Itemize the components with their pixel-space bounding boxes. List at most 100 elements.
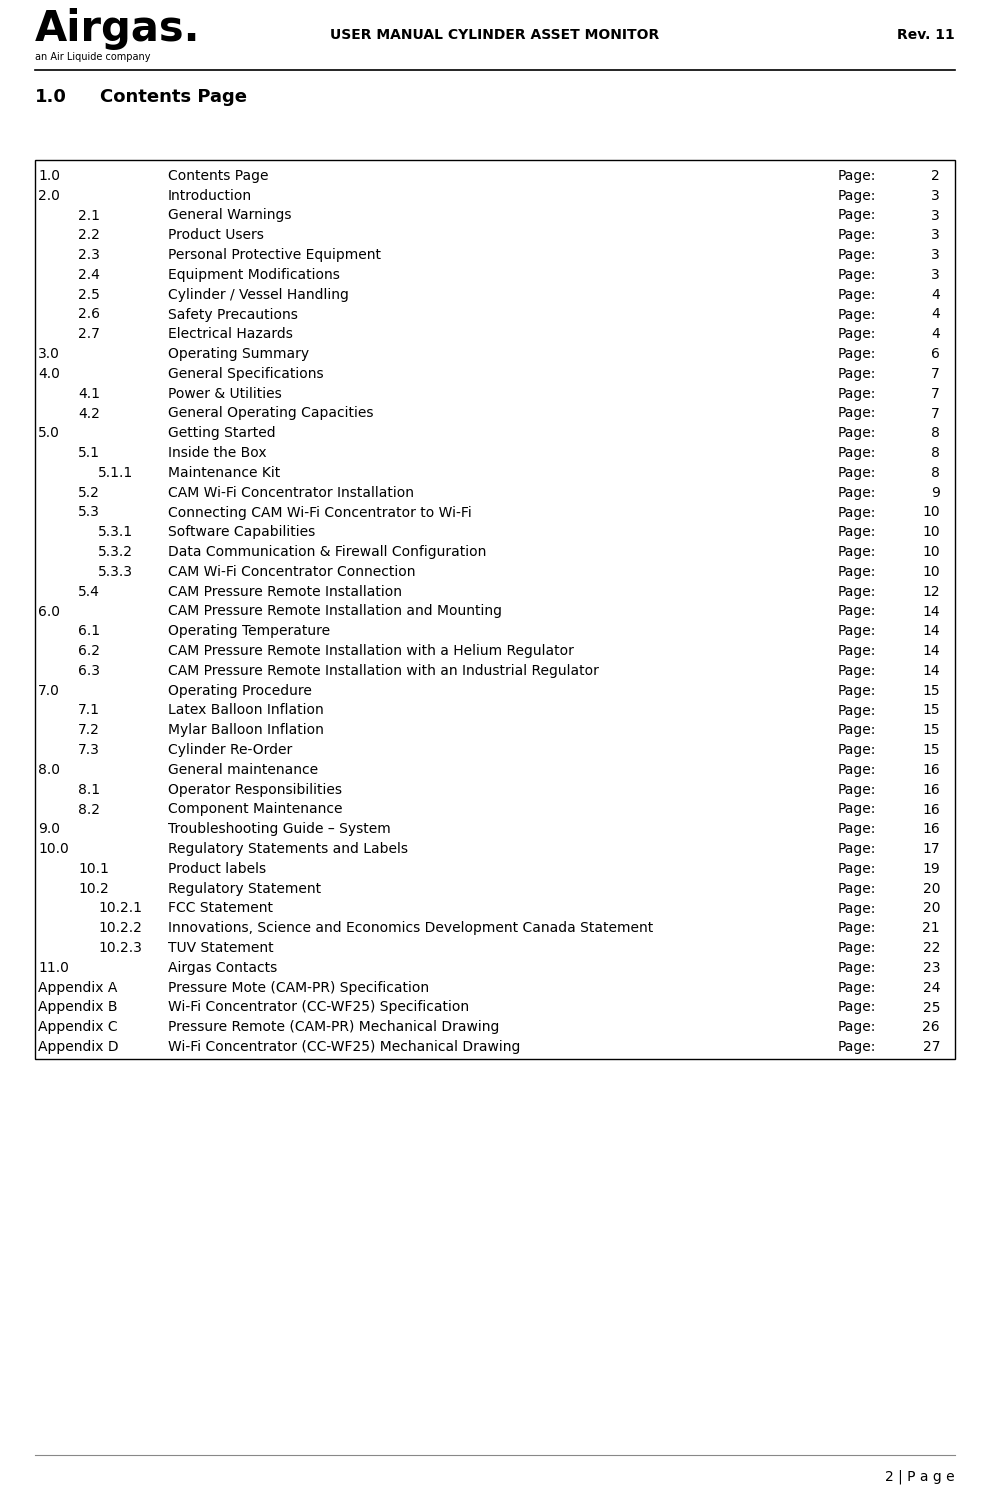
Text: Page:: Page: xyxy=(838,683,877,698)
Text: 7.0: 7.0 xyxy=(38,683,60,698)
Text: 2.3: 2.3 xyxy=(78,248,99,263)
Text: 10.0: 10.0 xyxy=(38,843,69,856)
Text: 14: 14 xyxy=(922,664,940,677)
Text: Contents Page: Contents Page xyxy=(168,168,269,183)
Text: Page:: Page: xyxy=(838,427,877,440)
Text: Page:: Page: xyxy=(838,901,877,916)
Text: Cylinder / Vessel Handling: Cylinder / Vessel Handling xyxy=(168,288,349,302)
Text: 8.0: 8.0 xyxy=(38,763,60,777)
Text: Operating Procedure: Operating Procedure xyxy=(168,683,312,698)
Text: 2.5: 2.5 xyxy=(78,288,99,302)
Text: Operating Summary: Operating Summary xyxy=(168,347,309,360)
Text: 8: 8 xyxy=(931,466,940,481)
Text: 5.2: 5.2 xyxy=(78,485,99,500)
Text: 6.0: 6.0 xyxy=(38,604,60,619)
Text: 27: 27 xyxy=(923,1039,940,1054)
Text: Page:: Page: xyxy=(838,545,877,559)
Text: 9: 9 xyxy=(931,485,940,500)
Text: Component Maintenance: Component Maintenance xyxy=(168,802,343,817)
Text: 19: 19 xyxy=(922,862,940,876)
Text: Page:: Page: xyxy=(838,942,877,955)
Text: Page:: Page: xyxy=(838,248,877,263)
Text: Page:: Page: xyxy=(838,209,877,222)
Text: Inside the Box: Inside the Box xyxy=(168,446,267,460)
Text: Getting Started: Getting Started xyxy=(168,427,276,440)
Bar xyxy=(35,161,955,1059)
Text: 7.2: 7.2 xyxy=(78,724,99,737)
Text: Page:: Page: xyxy=(838,882,877,895)
Text: 10: 10 xyxy=(922,545,940,559)
Text: 4: 4 xyxy=(931,288,940,302)
Text: Page:: Page: xyxy=(838,724,877,737)
Text: 7: 7 xyxy=(931,407,940,421)
Text: Page:: Page: xyxy=(838,1000,877,1014)
Text: Page:: Page: xyxy=(838,506,877,520)
Text: Software Capabilities: Software Capabilities xyxy=(168,526,315,539)
Text: Troubleshooting Guide – System: Troubleshooting Guide – System xyxy=(168,822,391,837)
Text: Page:: Page: xyxy=(838,565,877,578)
Text: Page:: Page: xyxy=(838,1039,877,1054)
Text: Page:: Page: xyxy=(838,625,877,638)
Text: 25: 25 xyxy=(923,1000,940,1014)
Text: 15: 15 xyxy=(922,724,940,737)
Text: 16: 16 xyxy=(922,822,940,837)
Text: 8: 8 xyxy=(931,446,940,460)
Text: 2: 2 xyxy=(931,168,940,183)
Text: 10.1: 10.1 xyxy=(78,862,109,876)
Text: FCC Statement: FCC Statement xyxy=(168,901,273,916)
Text: Contents Page: Contents Page xyxy=(100,89,247,107)
Text: CAM Wi-Fi Concentrator Connection: CAM Wi-Fi Concentrator Connection xyxy=(168,565,416,578)
Text: 3: 3 xyxy=(931,267,940,282)
Text: Page:: Page: xyxy=(838,1020,877,1035)
Text: 12: 12 xyxy=(922,584,940,599)
Text: 5.3.1: 5.3.1 xyxy=(98,526,133,539)
Text: Page:: Page: xyxy=(838,267,877,282)
Text: Page:: Page: xyxy=(838,288,877,302)
Text: Page:: Page: xyxy=(838,446,877,460)
Text: Page:: Page: xyxy=(838,961,877,975)
Text: Page:: Page: xyxy=(838,763,877,777)
Text: TUV Statement: TUV Statement xyxy=(168,942,274,955)
Text: 5.1: 5.1 xyxy=(78,446,100,460)
Text: 7.3: 7.3 xyxy=(78,743,99,757)
Text: CAM Wi-Fi Concentrator Installation: CAM Wi-Fi Concentrator Installation xyxy=(168,485,414,500)
Text: 3: 3 xyxy=(931,189,940,203)
Text: 14: 14 xyxy=(922,604,940,619)
Text: 3: 3 xyxy=(931,248,940,263)
Text: 5.3.3: 5.3.3 xyxy=(98,565,133,578)
Text: Introduction: Introduction xyxy=(168,189,252,203)
Text: 10: 10 xyxy=(922,526,940,539)
Text: Page:: Page: xyxy=(838,366,877,382)
Text: 6.3: 6.3 xyxy=(78,664,100,677)
Text: Safety Precautions: Safety Precautions xyxy=(168,308,297,321)
Text: Innovations, Science and Economics Development Canada Statement: Innovations, Science and Economics Devel… xyxy=(168,921,653,936)
Text: 10.2: 10.2 xyxy=(78,882,108,895)
Text: 2 | P a g e: 2 | P a g e xyxy=(886,1470,955,1484)
Text: an Air Liquide company: an Air Liquide company xyxy=(35,53,151,62)
Text: 11.0: 11.0 xyxy=(38,961,69,975)
Text: Page:: Page: xyxy=(838,703,877,718)
Text: 15: 15 xyxy=(922,703,940,718)
Text: Page:: Page: xyxy=(838,802,877,817)
Text: 10.2.1: 10.2.1 xyxy=(98,901,142,916)
Text: Regulatory Statement: Regulatory Statement xyxy=(168,882,321,895)
Text: General Specifications: General Specifications xyxy=(168,366,324,382)
Text: 4.1: 4.1 xyxy=(78,386,100,401)
Text: Wi-Fi Concentrator (CC-WF25) Specification: Wi-Fi Concentrator (CC-WF25) Specificati… xyxy=(168,1000,469,1014)
Text: 5.3: 5.3 xyxy=(78,506,99,520)
Text: 16: 16 xyxy=(922,802,940,817)
Text: Electrical Hazards: Electrical Hazards xyxy=(168,327,293,341)
Text: Airgas.: Airgas. xyxy=(35,8,201,50)
Text: CAM Pressure Remote Installation and Mounting: CAM Pressure Remote Installation and Mou… xyxy=(168,604,502,619)
Text: Page:: Page: xyxy=(838,347,877,360)
Text: 22: 22 xyxy=(923,942,940,955)
Text: 4: 4 xyxy=(931,308,940,321)
Text: Page:: Page: xyxy=(838,327,877,341)
Text: 5.3.2: 5.3.2 xyxy=(98,545,133,559)
Text: 16: 16 xyxy=(922,763,940,777)
Text: 1.0: 1.0 xyxy=(38,168,60,183)
Text: Equipment Modifications: Equipment Modifications xyxy=(168,267,340,282)
Text: Operator Responsibilities: Operator Responsibilities xyxy=(168,783,342,796)
Text: Cylinder Re-Order: Cylinder Re-Order xyxy=(168,743,293,757)
Text: 6: 6 xyxy=(931,347,940,360)
